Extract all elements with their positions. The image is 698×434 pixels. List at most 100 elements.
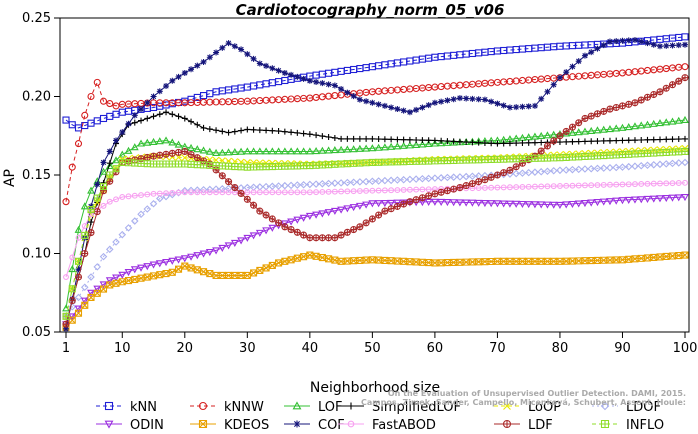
data-point-ldf [625,100,633,108]
legend-label: kNNW [224,400,264,415]
data-point-lof [537,131,546,140]
data-point-lof [68,265,77,273]
data-point-lof [374,143,383,151]
data-point-ldf [543,142,551,150]
data-point-ldf [487,173,495,181]
legend-label: LDOF [626,400,661,415]
x-tick-label: 10 [114,341,131,356]
data-point-cof [588,49,595,56]
data-point-cof [244,51,251,58]
data-point-cof [675,42,682,49]
data-point-lof [324,146,333,154]
data-point-inflo [418,157,426,165]
data-point-fastabod [244,189,251,196]
data-point-odin [193,252,202,260]
data-point-knnw [74,140,83,148]
data-point-fastabod [294,189,301,196]
data-point-lof [393,142,402,150]
data-point-odin [549,201,558,209]
data-point-ldf [612,104,620,111]
data-point-ldof [443,173,452,182]
data-point-simplifiedlof [194,121,201,128]
data-point-cof [231,43,238,50]
data-point-ldf [475,178,483,186]
data-point-kdeos [93,289,101,297]
data-point-odin [380,199,389,208]
data-point-inflo [468,156,476,164]
data-point-odin [374,200,383,208]
data-point-cof [219,44,226,51]
data-point-ldof [181,186,189,195]
data-point-odin [556,201,564,209]
data-point-cof [475,96,482,103]
series-line-fastabod [65,182,686,278]
data-point-cof [263,62,270,69]
data-point-simplifiedlof [594,138,601,145]
data-point-odin [624,196,633,204]
data-point-ldof [149,200,158,208]
data-point-lof [262,147,271,155]
data-point-kdeos [287,256,295,264]
data-point-odin [162,259,170,267]
data-point-inflo [400,158,408,166]
data-point-knnw [62,198,70,206]
data-point-kdeos [87,293,95,302]
data-point-ldf [250,201,258,209]
data-point-cof [550,81,557,88]
data-point-ldof [356,178,364,186]
data-point-ldof [624,162,633,171]
data-point-ldf [237,189,245,197]
data-point-simplifiedlof [144,115,151,122]
data-point-inflo [568,153,577,161]
data-point-fastabod [675,180,682,186]
data-point-cof [531,102,538,109]
data-point-fastabod [582,182,588,189]
data-point-inflo [143,160,151,168]
data-point-lof [643,120,652,128]
data-point-lof [99,167,108,175]
data-point-ldof [387,176,395,185]
data-point-lof [631,122,639,130]
data-point-ldof [193,186,202,194]
data-point-fastabod [169,189,176,196]
data-point-simplifiedlof [319,133,326,140]
data-point-ldf [243,195,251,203]
data-point-simplifiedlof [406,136,413,143]
data-point-fastabod [188,189,195,196]
data-point-fastabod [363,187,370,194]
data-point-lof [568,128,577,136]
x-tick-label: 70 [489,341,506,356]
data-point-ldf [450,185,458,193]
data-point-fastabod [263,189,270,196]
chart-title: Cardiotocography_norm_05_v06 [236,1,505,19]
data-point-simplifiedlof [444,138,451,145]
data-point-cof [275,67,282,74]
data-point-lof [449,138,458,146]
data-point-kdeos [143,273,151,281]
data-point-fastabod [388,187,395,194]
data-point-cof [463,95,470,102]
data-point-cof [138,106,145,113]
data-point-lof [193,145,202,153]
data-point-ldf [387,205,395,213]
data-point-fastabod [144,191,151,198]
data-point-fastabod [513,184,520,191]
data-point-odin [112,274,120,282]
data-point-ldf [412,196,420,204]
data-point-simplifiedlof [575,138,582,145]
data-point-inflo [668,148,677,156]
data-point-ldof [574,165,583,174]
data-point-ldof [606,164,614,172]
data-point-fastabod [150,190,157,197]
series-knn [62,33,689,132]
data-point-inflo [162,160,170,168]
data-point-ldf [662,84,670,92]
data-point-inflo [606,151,614,159]
data-point-simplifiedlof [569,138,576,145]
data-point-fastabod [638,180,645,187]
data-point-ldf [637,96,645,104]
data-point-lof [581,127,589,135]
data-point-cof [575,58,582,65]
data-point-fastabod [619,181,626,188]
data-point-lof [443,138,452,146]
